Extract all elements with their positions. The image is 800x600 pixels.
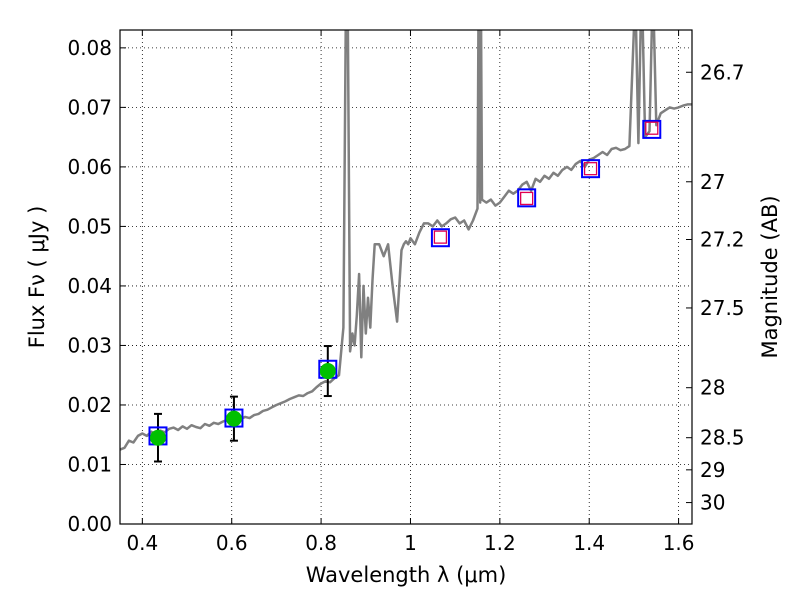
- green-circle-marker: [319, 363, 336, 380]
- plot-frame: [119, 29, 693, 525]
- y-axis-label: Flux Fν ( μJy ): [25, 206, 49, 349]
- blue-square-marker: [581, 159, 601, 179]
- green-circle-markers: [149, 363, 336, 446]
- red-square-marker: [520, 191, 534, 206]
- right-tick-label: 28: [700, 376, 725, 400]
- x-tick-label: 0.8: [305, 531, 337, 555]
- right-tick-label: 27.2: [700, 228, 745, 252]
- y-tick-label: 0.08: [67, 36, 112, 60]
- y-tick-label: 0.04: [67, 274, 112, 298]
- y-tick-label: 0.05: [67, 214, 112, 238]
- x-axis-label: Wavelength λ (μm): [306, 563, 507, 587]
- right-tick-label: 27.5: [700, 296, 745, 320]
- blue-square-marker: [517, 188, 537, 208]
- x-tick-label: 0.6: [216, 531, 248, 555]
- y-tick-label: 0.03: [67, 333, 112, 357]
- y-tick-label: 0.01: [67, 452, 112, 476]
- blue-square-marker: [642, 119, 662, 139]
- x-tick-label: 1.2: [484, 531, 516, 555]
- y-axis-ticks: 0.00 0.01 0.02 0.03 0.04 0.05 0.06 0.07 0.08: [67, 36, 126, 536]
- green-circle-marker: [149, 429, 166, 446]
- right-tick-label: 26.7: [700, 60, 745, 84]
- x-tick-label: 1: [404, 531, 417, 555]
- x-tick-label: 0.4: [126, 531, 158, 555]
- plot-background: [120, 30, 692, 524]
- red-square-marker: [645, 121, 659, 135]
- y-tick-label: 0.06: [67, 155, 112, 179]
- right-tick-label: 28.5: [700, 426, 745, 450]
- x-tick-label: 1.4: [573, 531, 605, 555]
- green-circle-marker: [225, 410, 242, 427]
- y-tick-label: 0.07: [67, 95, 112, 119]
- y-tick-label: 0.00: [67, 512, 112, 536]
- red-square-marker: [433, 230, 448, 244]
- right-tick-label: 30: [700, 491, 725, 515]
- y-tick-label: 0.02: [67, 393, 112, 417]
- x-axis-ticks: 0.4 0.6 0.8 1 1.2 1.4 1.6: [126, 30, 695, 555]
- right-axis-ticks: 26.7 27 27.2 27.5 28 28.5 29 30: [686, 60, 745, 515]
- right-axis-label: Magnitude (AB): [758, 195, 782, 358]
- blue-square-markers: [148, 119, 662, 446]
- right-tick-label: 27: [700, 170, 725, 194]
- blue-square-marker: [430, 228, 450, 248]
- x-tick-label: 1.6: [663, 531, 695, 555]
- plot-area: [120, 30, 692, 463]
- red-square-markers: [433, 121, 659, 244]
- right-tick-label: 29: [700, 458, 725, 482]
- red-square-marker: [583, 162, 598, 176]
